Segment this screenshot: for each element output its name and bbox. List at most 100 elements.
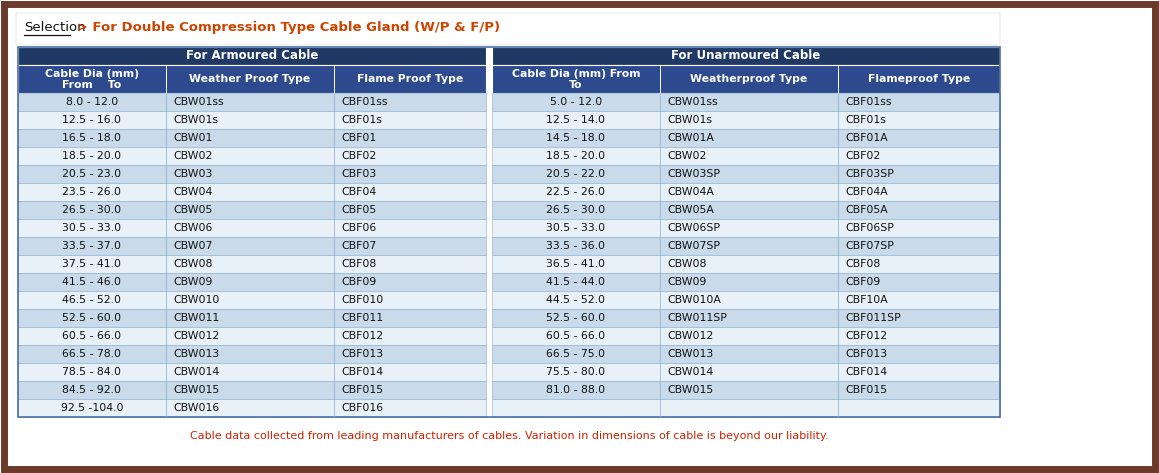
- Text: CBF013: CBF013: [845, 349, 887, 359]
- Text: CBW015: CBW015: [173, 385, 219, 395]
- Bar: [493, 255, 1000, 273]
- Bar: [19, 47, 486, 65]
- Bar: [19, 291, 486, 309]
- Text: 23.5 - 26.0: 23.5 - 26.0: [63, 187, 122, 197]
- Text: CBF03SP: CBF03SP: [845, 169, 894, 179]
- Bar: [19, 219, 486, 237]
- Text: Cable Dia (mm): Cable Dia (mm): [45, 69, 139, 79]
- Text: CBW02: CBW02: [173, 151, 212, 161]
- Text: CBF01A: CBF01A: [845, 133, 888, 143]
- Bar: [493, 65, 1000, 93]
- Text: CBW05: CBW05: [173, 205, 212, 215]
- Text: CBF08: CBF08: [341, 259, 377, 269]
- Text: CBF02: CBF02: [845, 151, 880, 161]
- Text: For Armoured Cable: For Armoured Cable: [185, 50, 319, 62]
- Bar: [493, 165, 1000, 183]
- Bar: [19, 47, 1000, 417]
- Text: CBF014: CBF014: [845, 367, 887, 377]
- Bar: [19, 93, 486, 111]
- Text: CBW08: CBW08: [666, 259, 706, 269]
- Bar: [19, 237, 486, 255]
- Text: CBF013: CBF013: [341, 349, 384, 359]
- Text: CBF08: CBF08: [845, 259, 880, 269]
- Text: 5.0 - 12.0: 5.0 - 12.0: [549, 97, 603, 107]
- Text: CBF012: CBF012: [845, 331, 887, 341]
- Text: CBW016: CBW016: [173, 403, 219, 413]
- Text: CBW014: CBW014: [173, 367, 219, 377]
- Text: CBW09: CBW09: [173, 277, 212, 287]
- Bar: [493, 183, 1000, 201]
- Text: CBW01ss: CBW01ss: [173, 97, 224, 107]
- Text: CBF03: CBF03: [341, 169, 377, 179]
- Text: 41.5 - 46.0: 41.5 - 46.0: [63, 277, 122, 287]
- Text: CBF05: CBF05: [341, 205, 377, 215]
- Bar: [493, 93, 1000, 111]
- Text: CBW013: CBW013: [666, 349, 713, 359]
- Text: CBW011: CBW011: [173, 313, 219, 323]
- Text: CBF016: CBF016: [341, 403, 384, 413]
- Text: 12.5 - 14.0: 12.5 - 14.0: [547, 115, 605, 125]
- Text: CBW04: CBW04: [173, 187, 212, 197]
- Text: Cable Dia (mm) From: Cable Dia (mm) From: [512, 69, 640, 79]
- Bar: [493, 381, 1000, 399]
- Text: CBF06: CBF06: [341, 223, 377, 233]
- Text: CBF01ss: CBF01ss: [845, 97, 891, 107]
- Text: CBF010: CBF010: [341, 295, 384, 305]
- Text: CBF011: CBF011: [341, 313, 384, 323]
- Text: 75.5 - 80.0: 75.5 - 80.0: [546, 367, 605, 377]
- Text: Weather Proof Type: Weather Proof Type: [189, 74, 311, 84]
- Text: > For Double Compression Type Cable Gland (W/P & F/P): > For Double Compression Type Cable Glan…: [72, 21, 501, 35]
- Bar: [19, 273, 486, 291]
- Text: 52.5 - 60.0: 52.5 - 60.0: [63, 313, 122, 323]
- Bar: [493, 129, 1000, 147]
- Text: CBW010: CBW010: [173, 295, 219, 305]
- Text: 12.5 - 16.0: 12.5 - 16.0: [63, 115, 122, 125]
- Text: 52.5 - 60.0: 52.5 - 60.0: [546, 313, 605, 323]
- Text: 18.5 - 20.0: 18.5 - 20.0: [63, 151, 122, 161]
- Text: CBW01ss: CBW01ss: [666, 97, 717, 107]
- Text: 20.5 - 23.0: 20.5 - 23.0: [63, 169, 122, 179]
- Text: CBF015: CBF015: [341, 385, 384, 395]
- Text: Selection: Selection: [24, 21, 86, 35]
- Text: CBF01: CBF01: [341, 133, 377, 143]
- Text: CBW010A: CBW010A: [666, 295, 721, 305]
- Bar: [493, 219, 1000, 237]
- Text: 33.5 - 36.0: 33.5 - 36.0: [547, 241, 605, 251]
- Text: CBF06SP: CBF06SP: [845, 223, 894, 233]
- Text: CBW02: CBW02: [666, 151, 706, 161]
- Text: CBF05A: CBF05A: [845, 205, 888, 215]
- Text: 33.5 - 37.0: 33.5 - 37.0: [63, 241, 122, 251]
- Text: CBF014: CBF014: [341, 367, 384, 377]
- Text: CBW04A: CBW04A: [666, 187, 714, 197]
- Text: CBW03: CBW03: [173, 169, 212, 179]
- Text: CBW07: CBW07: [173, 241, 212, 251]
- Text: CBF012: CBF012: [341, 331, 384, 341]
- Text: CBF01ss: CBF01ss: [341, 97, 387, 107]
- Text: 36.5 - 41.0: 36.5 - 41.0: [547, 259, 605, 269]
- Text: 92.5 -104.0: 92.5 -104.0: [60, 403, 123, 413]
- Text: CBW06: CBW06: [173, 223, 212, 233]
- Text: 26.5 - 30.0: 26.5 - 30.0: [63, 205, 122, 215]
- Bar: [493, 201, 1000, 219]
- Bar: [19, 165, 486, 183]
- Text: Flame Proof Type: Flame Proof Type: [357, 74, 464, 84]
- Text: CBF02: CBF02: [341, 151, 377, 161]
- Text: CBW011SP: CBW011SP: [666, 313, 727, 323]
- Bar: [493, 291, 1000, 309]
- Text: CBW03SP: CBW03SP: [666, 169, 720, 179]
- Bar: [19, 255, 486, 273]
- Text: 26.5 - 30.0: 26.5 - 30.0: [546, 205, 605, 215]
- Bar: [19, 111, 486, 129]
- Text: CBF01s: CBF01s: [341, 115, 381, 125]
- Bar: [16, 13, 1000, 45]
- Text: CBF015: CBF015: [845, 385, 887, 395]
- Bar: [493, 237, 1000, 255]
- Text: CBF01s: CBF01s: [845, 115, 885, 125]
- Text: 66.5 - 78.0: 66.5 - 78.0: [63, 349, 122, 359]
- Text: 46.5 - 52.0: 46.5 - 52.0: [63, 295, 122, 305]
- Text: 18.5 - 20.0: 18.5 - 20.0: [546, 151, 605, 161]
- Bar: [19, 129, 486, 147]
- Text: CBW015: CBW015: [666, 385, 713, 395]
- Bar: [19, 147, 486, 165]
- Text: CBW013: CBW013: [173, 349, 219, 359]
